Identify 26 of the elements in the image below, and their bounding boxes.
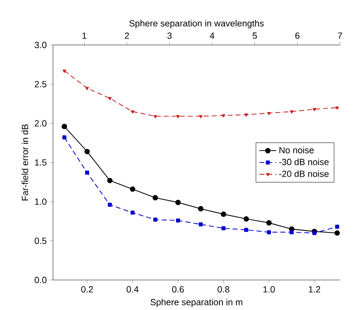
y-tick-label: 3.0	[34, 42, 46, 48]
x-tick-label: 0.6	[172, 286, 184, 293]
y-tick-label: 1.5	[35, 159, 46, 166]
y-axis-title: Far-field error in dB	[22, 124, 28, 200]
y-tick-label: 2.5	[34, 80, 46, 88]
x2-tick-label: 1	[82, 32, 86, 39]
y-tick-label: 0.0	[34, 276, 46, 284]
x2-axis-title: Sphere separation in wavelengths	[129, 20, 264, 28]
x2-tick-label: 4	[210, 32, 214, 39]
x-tick-label: 1.2	[308, 286, 320, 292]
x2-tick-label: 7	[338, 32, 342, 39]
x2-tick-label: 3	[167, 32, 172, 39]
legend-label: -20 dB noise	[279, 170, 329, 177]
x-tick-label: 0.2	[81, 286, 93, 293]
x-tick-label: 0.4	[126, 286, 139, 293]
x-tick-label: 1.0	[263, 286, 275, 293]
y-tick-label: 1.0	[35, 198, 46, 205]
x-axis-title: Sphere separation in m	[150, 298, 242, 308]
x2-tick-label: 6	[295, 32, 300, 39]
x2-tick-label: 5	[252, 32, 257, 39]
y-tick-label: 0.5	[34, 238, 46, 244]
legend-label: -30 dB noise	[279, 158, 329, 166]
x-tick-label: 0.8	[218, 286, 230, 293]
x2-tick-label: 2	[124, 32, 129, 39]
y-tick-label: 2.0	[34, 120, 46, 126]
legend-label: No noise	[279, 146, 314, 154]
